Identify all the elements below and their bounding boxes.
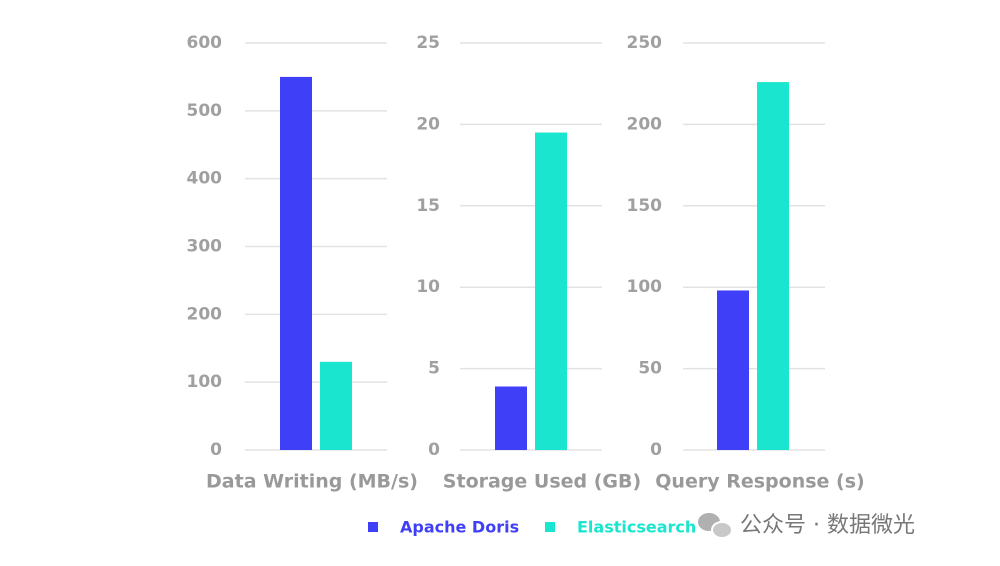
bar [320, 361, 352, 450]
watermark-icon [698, 513, 733, 539]
legend-swatch [368, 522, 378, 532]
bar [280, 76, 312, 451]
y-tick-label: 100 [627, 277, 663, 297]
legend-label: Elasticsearch [577, 518, 696, 537]
y-tick-label: 0 [650, 440, 662, 460]
y-tick-label: 10 [416, 277, 440, 297]
y-tick-label: 25 [416, 33, 440, 53]
legend-swatch [545, 522, 555, 532]
y-tick-label: 0 [428, 440, 440, 460]
y-tick-label: 500 [187, 101, 223, 121]
x-axis-label: Data Writing (MB/s) [206, 471, 418, 493]
y-tick-label: 50 [638, 359, 662, 379]
bar [495, 386, 527, 450]
y-tick-label: 5 [428, 359, 440, 379]
y-tick-label: 400 [187, 169, 223, 189]
y-tick-label: 100 [187, 372, 223, 392]
y-tick-label: 200 [187, 304, 223, 324]
x-axis-label: Storage Used (GB) [443, 471, 641, 493]
y-tick-label: 20 [416, 114, 440, 134]
watermark: 公众号 · 数据微光 [740, 513, 915, 538]
y-tick-label: 300 [187, 237, 223, 257]
bar [757, 82, 789, 451]
bar [717, 290, 749, 450]
y-tick-label: 600 [187, 33, 223, 53]
y-tick-label: 200 [627, 114, 663, 134]
legend-label: Apache Doris [400, 518, 519, 537]
y-tick-label: 150 [627, 196, 663, 216]
bar [535, 132, 567, 451]
y-tick-label: 0 [210, 440, 222, 460]
y-tick-label: 15 [416, 196, 440, 216]
x-axis-label: Query Response (s) [655, 471, 864, 493]
y-tick-label: 250 [627, 33, 663, 53]
